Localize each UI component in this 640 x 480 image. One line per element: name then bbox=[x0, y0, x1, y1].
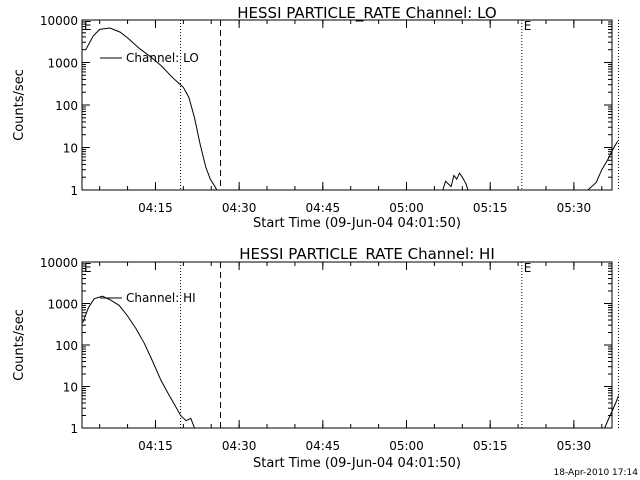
y-axis-label: Counts/sec bbox=[12, 309, 27, 381]
series-line bbox=[85, 27, 218, 191]
marker-label: E bbox=[84, 261, 92, 275]
y-tick-label: 10000 bbox=[40, 256, 78, 270]
marker-label: E bbox=[524, 19, 532, 33]
x-tick-label: 05:00 bbox=[389, 439, 424, 453]
x-tick-label: 05:30 bbox=[557, 201, 592, 215]
hi-channel-panel: HESSI PARTICLE_RATE Channel: HI Counts/se… bbox=[12, 245, 620, 471]
plot-frame bbox=[81, 19, 613, 191]
y-axis-label: Counts/sec bbox=[12, 69, 27, 141]
y-tick-label: 1 bbox=[70, 184, 78, 198]
y-tick-label: 1000 bbox=[47, 298, 78, 312]
x-tick-label: 04:30 bbox=[222, 439, 257, 453]
legend-label: Channel: HI bbox=[126, 291, 196, 305]
y-tick-label: 1 bbox=[70, 422, 78, 436]
x-tick-label: 04:45 bbox=[306, 201, 341, 215]
series-line bbox=[587, 141, 619, 191]
chart-title: HESSI PARTICLE_RATE Channel: HI bbox=[239, 245, 495, 264]
y-tick-label: 100 bbox=[55, 99, 78, 113]
marker-label: E bbox=[84, 19, 92, 33]
lo-channel-panel: HESSI PARTICLE_RATE Channel: LO Counts/se… bbox=[12, 4, 620, 231]
y-tick-label: 10 bbox=[63, 381, 78, 395]
x-tick-label: 04:30 bbox=[222, 201, 257, 215]
y-tick-label: 10 bbox=[63, 142, 78, 156]
x-tick-label: 05:30 bbox=[557, 439, 592, 453]
footer-timestamp: 18-Apr-2010 17:14 bbox=[554, 468, 639, 478]
chart-title: HESSI PARTICLE_RATE Channel: LO bbox=[237, 4, 496, 23]
x-tick-label: 04:15 bbox=[138, 201, 173, 215]
legend-label: Channel: LO bbox=[126, 51, 199, 65]
y-tick-label: 10000 bbox=[40, 14, 78, 28]
x-tick-label: 05:15 bbox=[473, 201, 508, 215]
x-axis-label: Start Time (09-Jun-04 04:01:50) bbox=[253, 456, 461, 471]
plot-frame bbox=[81, 261, 613, 429]
x-tick-label: 05:15 bbox=[473, 439, 508, 453]
x-tick-label: 04:15 bbox=[138, 439, 173, 453]
x-tick-label: 04:45 bbox=[306, 439, 341, 453]
y-tick-label: 100 bbox=[55, 339, 78, 353]
series-line bbox=[82, 295, 195, 429]
marker-label: E bbox=[524, 261, 532, 275]
x-tick-label: 05:00 bbox=[389, 201, 424, 215]
series-line bbox=[442, 172, 469, 191]
x-axis-label: Start Time (09-Jun-04 04:01:50) bbox=[253, 216, 461, 231]
series-line bbox=[604, 395, 619, 429]
y-tick-label: 1000 bbox=[47, 57, 78, 71]
